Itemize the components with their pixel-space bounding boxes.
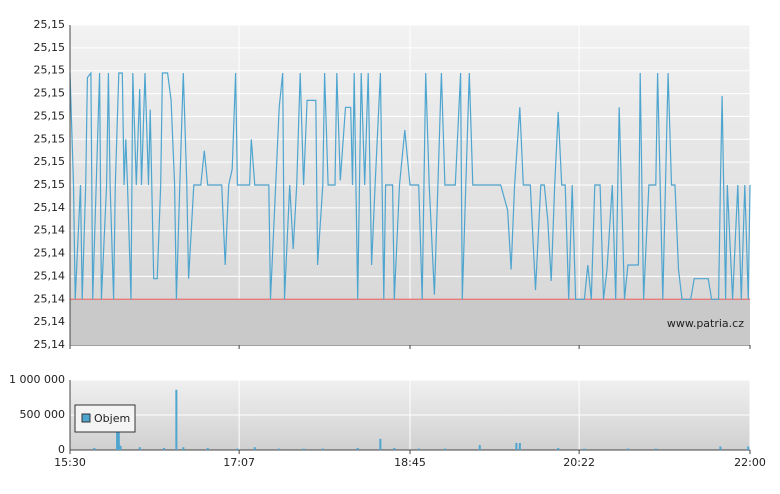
volume-bar [518,443,521,450]
volume-bar [253,447,256,450]
legend: Objem [74,404,136,433]
y-tick-label: 25,15 [34,64,66,77]
y-tick-label: 25,14 [34,247,66,260]
y-tick-label: 25,14 [34,201,66,214]
volume-bar [417,448,420,450]
y-tick-label: 25,14 [34,292,66,305]
volume-bar [654,448,657,450]
y-tick-label: 25,14 [34,338,66,351]
y-tick-label: 25,14 [34,269,66,282]
volume-bar [206,447,209,450]
volume-bar [163,447,166,450]
y-tick-label: 25,15 [34,178,66,191]
volume-bar [93,447,96,450]
volume-bar [119,445,122,450]
y-tick-label: 25,15 [34,87,66,100]
volume-bar [719,446,722,450]
legend-label: Objem [94,412,130,425]
volume-bar [138,447,141,450]
volume-bar [321,448,324,450]
y-tick-label: 25,14 [34,315,66,328]
watermark: www.patria.cz [667,317,744,330]
lower-band [70,299,750,345]
x-tick-label: 20:22 [563,456,595,469]
volume-bar [747,446,750,450]
volume-bar [175,389,178,450]
legend-swatch [81,413,91,423]
volume-bar [182,447,185,450]
volume-bar [393,447,396,450]
volume-bar [583,448,586,450]
y-tick-label: 25,15 [34,132,66,145]
volume-bar [478,445,481,450]
volume-bar [116,432,119,450]
volume-bar [515,443,518,450]
y-tick-label: 25,15 [34,155,66,168]
price-line [69,71,751,300]
y-tick-label: 25,15 [34,18,66,31]
volume-bar [443,448,446,450]
x-tick-label: 18:45 [394,456,426,469]
volume-bar [117,429,120,450]
y-tick-label: 1 000 000 [9,373,65,386]
volume-bar [379,438,382,450]
volume-bar [626,448,629,450]
volume-bar [302,448,305,450]
y-tick-label: 25,14 [34,224,66,237]
y-tick-label: 500 000 [20,408,66,421]
y-tick-label: 25,15 [34,41,66,54]
x-tick-label: 15:30 [54,456,86,469]
volume-bar [236,448,239,450]
y-tick-label: 25,15 [34,109,66,122]
volume-bar [278,448,281,450]
x-tick-label: 17:07 [223,456,255,469]
x-tick-label: 22:00 [734,456,766,469]
volume-bar [356,447,359,450]
volume-bar [557,447,560,450]
y-tick-label: 0 [58,443,65,456]
